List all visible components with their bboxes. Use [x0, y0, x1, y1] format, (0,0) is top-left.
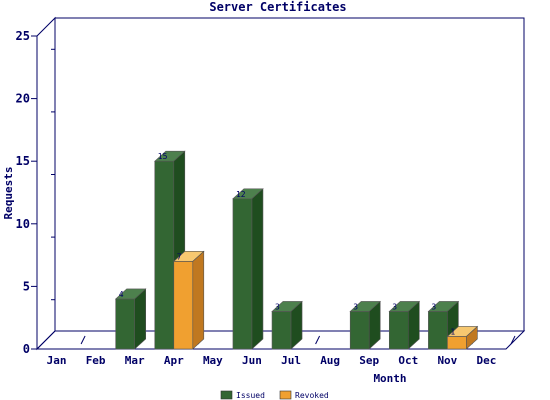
- legend-swatch-issued: [220, 390, 233, 400]
- x-axis-ticks: Jan Feb Mar Apr May Jun Jul Aug Sep Oct Nov Dec: [47, 335, 516, 367]
- bar-front-face: [173, 261, 194, 350]
- x-axis-label: Month: [373, 372, 406, 385]
- y-axis-label: Requests: [2, 167, 15, 220]
- x-tick-label: Jul: [281, 354, 301, 367]
- x-tick-mark: [80, 335, 86, 345]
- bar-side-face: [290, 300, 303, 350]
- bar-front-face: [428, 311, 448, 350]
- bar-front-face: [232, 198, 253, 350]
- y-tick-label: 20: [16, 92, 30, 106]
- bar-value-label: 3: [431, 302, 436, 311]
- back-wall: [54, 17, 525, 332]
- bar-front-face: [154, 160, 175, 350]
- y-tick-label: 15: [16, 154, 30, 168]
- bar-value-label: 12: [236, 190, 246, 199]
- bar-value-label: 15: [158, 152, 168, 161]
- y-axis-ticks: 0 5 10 15 20 25: [16, 29, 55, 356]
- x-tick-label: Feb: [86, 354, 106, 367]
- bar-front-face: [271, 311, 292, 350]
- y-tick-label: 10: [16, 217, 30, 231]
- y-tick-label: 25: [16, 29, 30, 43]
- bar-value-label: 3: [275, 302, 280, 311]
- x-tick-label: Aug: [320, 354, 340, 367]
- x-tick-label: Jun: [242, 354, 262, 367]
- bar-side-face: [407, 300, 420, 350]
- bar-side-face: [368, 300, 381, 350]
- x-tick-label: Sep: [359, 354, 379, 367]
- bar-value-label: 7: [177, 252, 182, 261]
- bar-front-face: [447, 336, 467, 350]
- x-tick-label: Apr: [164, 354, 184, 367]
- x-tick-label: May: [203, 354, 223, 367]
- legend-swatch-revoked: [279, 390, 292, 400]
- bar-issued-sep: 3: [349, 300, 381, 350]
- bar-side-face: [192, 250, 205, 350]
- bar-issued-oct: 3: [388, 300, 421, 350]
- x-tick-label: Oct: [398, 354, 418, 367]
- bar-side-face: [134, 288, 147, 350]
- plot-frame: [35, 16, 526, 351]
- bar-side-face: [251, 188, 264, 350]
- x-tick-mark: [315, 335, 321, 345]
- bars-layer: 4 15 12 3 3 3 3 7 1: [114, 150, 479, 350]
- bar-issued-jul: 3: [271, 300, 303, 350]
- bar-value-label: 3: [392, 302, 397, 311]
- bar-front-face: [349, 311, 370, 350]
- x-tick-mark: [510, 335, 516, 345]
- y-tick-label: 0: [23, 342, 30, 356]
- bar-side-face: [466, 325, 478, 350]
- bar-issued-jun: 12: [232, 188, 264, 350]
- bar-front-face: [388, 311, 409, 350]
- x-tick-label: Dec: [477, 354, 497, 367]
- x-tick-label: Jan: [47, 354, 67, 367]
- bar-value-label: 3: [353, 302, 358, 311]
- bar-front-face: [115, 298, 136, 350]
- y-tick-label: 5: [23, 279, 30, 293]
- bar-issued-mar: 4: [114, 288, 147, 350]
- chart-title: Server Certificates: [209, 0, 346, 14]
- bar-value-label: 1: [450, 327, 455, 336]
- bar-revoked-nov: 1: [446, 325, 479, 350]
- bar-value-label: 4: [119, 290, 124, 299]
- x-tick-label: Mar: [125, 354, 145, 367]
- legend: Issued Revoked: [220, 390, 329, 400]
- x-tick-label: Nov: [437, 354, 457, 367]
- legend-label-issued: Issued: [236, 391, 265, 400]
- bar-revoked-apr: 7: [173, 250, 205, 350]
- legend-label-revoked: Revoked: [295, 391, 329, 400]
